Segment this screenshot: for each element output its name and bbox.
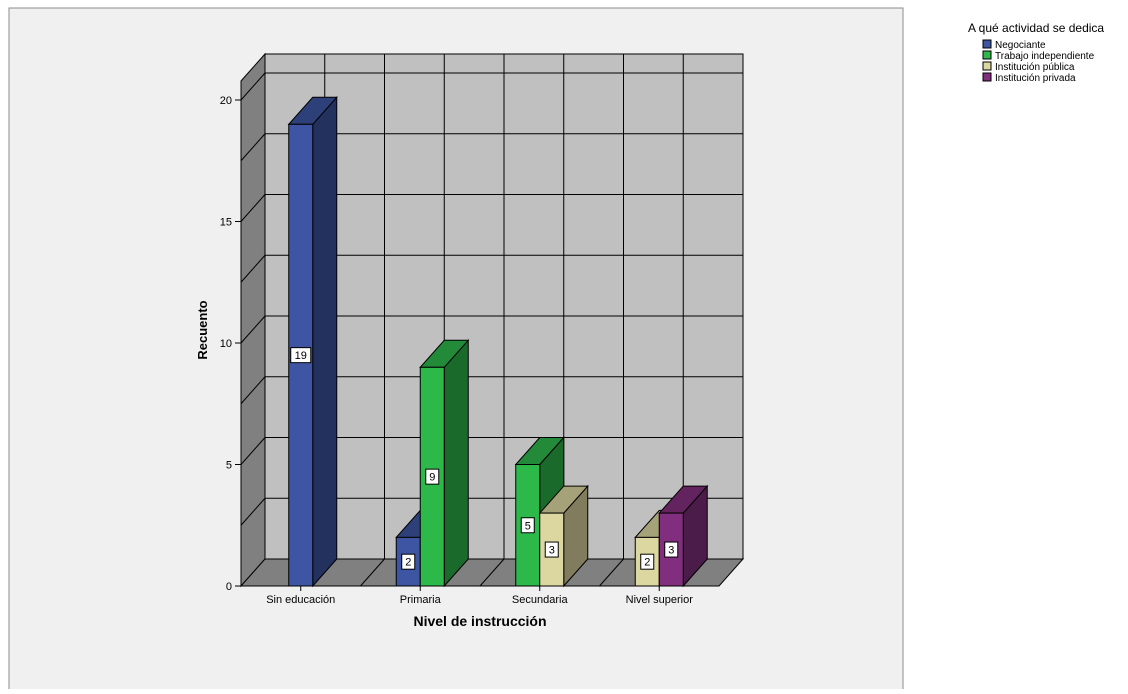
data-label: 2 [405,557,411,569]
x-tick-label: Sin educación [266,594,335,606]
bar [538,484,589,588]
bar [658,484,709,588]
y-tick-label: 0 [226,581,232,593]
data-label: 9 [429,472,435,484]
y-tick-label: 15 [220,217,232,229]
bar [419,338,470,588]
data-label-box [520,517,535,534]
data-label: 3 [549,545,555,557]
floor-line [599,558,624,587]
legend-entry: Negociante [995,40,1046,51]
legend: A qué actividad se dedica NegocianteTrab… [968,21,1104,84]
grid-line-side [240,376,266,405]
data-label-box [290,347,312,364]
grid-line-side [240,315,266,344]
data-label-box [664,541,679,558]
legend-title: A qué actividad se dedica [968,21,1104,35]
grid-line-side [240,497,266,526]
grid-line-side [240,72,266,101]
grid-line-side [240,133,266,162]
legend-entry: Institución pública [995,62,1075,73]
x-axis-title: Nivel de instrucción [413,613,546,629]
x-tick-label: Primaria [400,594,442,606]
data-label-box [425,468,440,485]
data-label: 19 [295,350,307,362]
legend-swatch [982,39,992,49]
floor-line [360,558,385,587]
x-tick-label: Secundaria [512,594,569,606]
data-label: 2 [644,557,650,569]
data-labels: 19 2 9 5 3 2 3 [290,347,679,570]
grid-line-side [240,194,266,222]
grid-line-side [240,437,266,465]
data-label-box [401,553,416,570]
legend-entry: Trabajo independiente [995,51,1095,62]
legend-entry: Institución privada [995,73,1076,84]
legend-swatch [982,61,992,71]
bar-side [312,95,338,588]
y-tick-label: 5 [226,460,232,472]
y-axis-title: Recuento [195,300,210,359]
data-label: 3 [668,545,674,557]
y-tick-label: 10 [220,338,232,350]
grid-line-side [240,254,266,283]
floor-line [479,558,505,587]
bar-side [443,338,469,588]
data-label-box [640,553,655,570]
legend-swatch [982,72,992,82]
x-tick-label: Nivel superior [626,594,694,606]
bar [287,95,338,588]
y-tick-label: 20 [220,95,232,107]
data-label-box [544,541,559,558]
data-label: 5 [525,520,531,532]
legend-swatch [982,50,992,60]
